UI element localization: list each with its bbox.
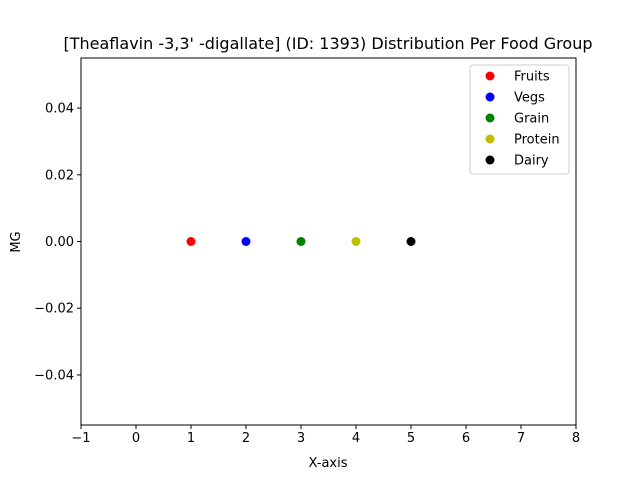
data-point-vegs bbox=[241, 237, 251, 246]
legend-label-protein: Protein bbox=[514, 133, 560, 148]
x-tick-label: 8 bbox=[572, 431, 580, 446]
legend-marker-fruits bbox=[485, 71, 495, 81]
chart-title: [Theaflavin -3,3' -digallate] (ID: 1393)… bbox=[64, 34, 593, 53]
x-tick-label: 4 bbox=[352, 431, 360, 446]
x-tick-label: 3 bbox=[297, 431, 305, 446]
legend-label-vegs: Vegs bbox=[514, 91, 545, 106]
legend-marker-grain bbox=[485, 113, 495, 123]
x-tick-label: 1 bbox=[187, 431, 195, 446]
legend-marker-vegs bbox=[485, 92, 495, 102]
y-axis-label: MG bbox=[9, 231, 24, 252]
data-point-dairy bbox=[406, 237, 416, 246]
legend-marker-dairy bbox=[485, 155, 495, 165]
y-tick-label: 0.04 bbox=[45, 102, 74, 117]
data-point-fruits bbox=[186, 237, 196, 246]
legend: Fruits Vegs Grain Protein Dairy bbox=[469, 64, 570, 175]
x-tick-label: 0 bbox=[132, 431, 140, 446]
x-tick-label: 6 bbox=[462, 431, 470, 446]
data-point-grain bbox=[296, 237, 306, 246]
legend-marker-protein bbox=[485, 134, 495, 144]
y-tick-label: −0.02 bbox=[34, 302, 74, 317]
legend-label-grain: Grain bbox=[514, 112, 549, 127]
x-axis-label: X-axis bbox=[309, 456, 348, 471]
x-tick-label: −1 bbox=[71, 431, 90, 446]
y-tick-label: 0.02 bbox=[45, 168, 74, 183]
plot-area: −1 0 1 2 3 4 5 6 7 8 −0.04 −0.02 0.00 0.02 0.04 bbox=[34, 57, 580, 446]
data-point-protein bbox=[351, 237, 361, 246]
y-tick-label: 0.00 bbox=[45, 235, 74, 250]
x-tick-label: 7 bbox=[517, 431, 525, 446]
legend-label-dairy: Dairy bbox=[514, 154, 549, 169]
legend-box bbox=[469, 64, 570, 175]
x-tick-label: 5 bbox=[407, 431, 415, 446]
y-tick-label: −0.04 bbox=[34, 368, 74, 383]
x-tick-label: 2 bbox=[242, 431, 250, 446]
legend-label-fruits: Fruits bbox=[514, 70, 550, 85]
